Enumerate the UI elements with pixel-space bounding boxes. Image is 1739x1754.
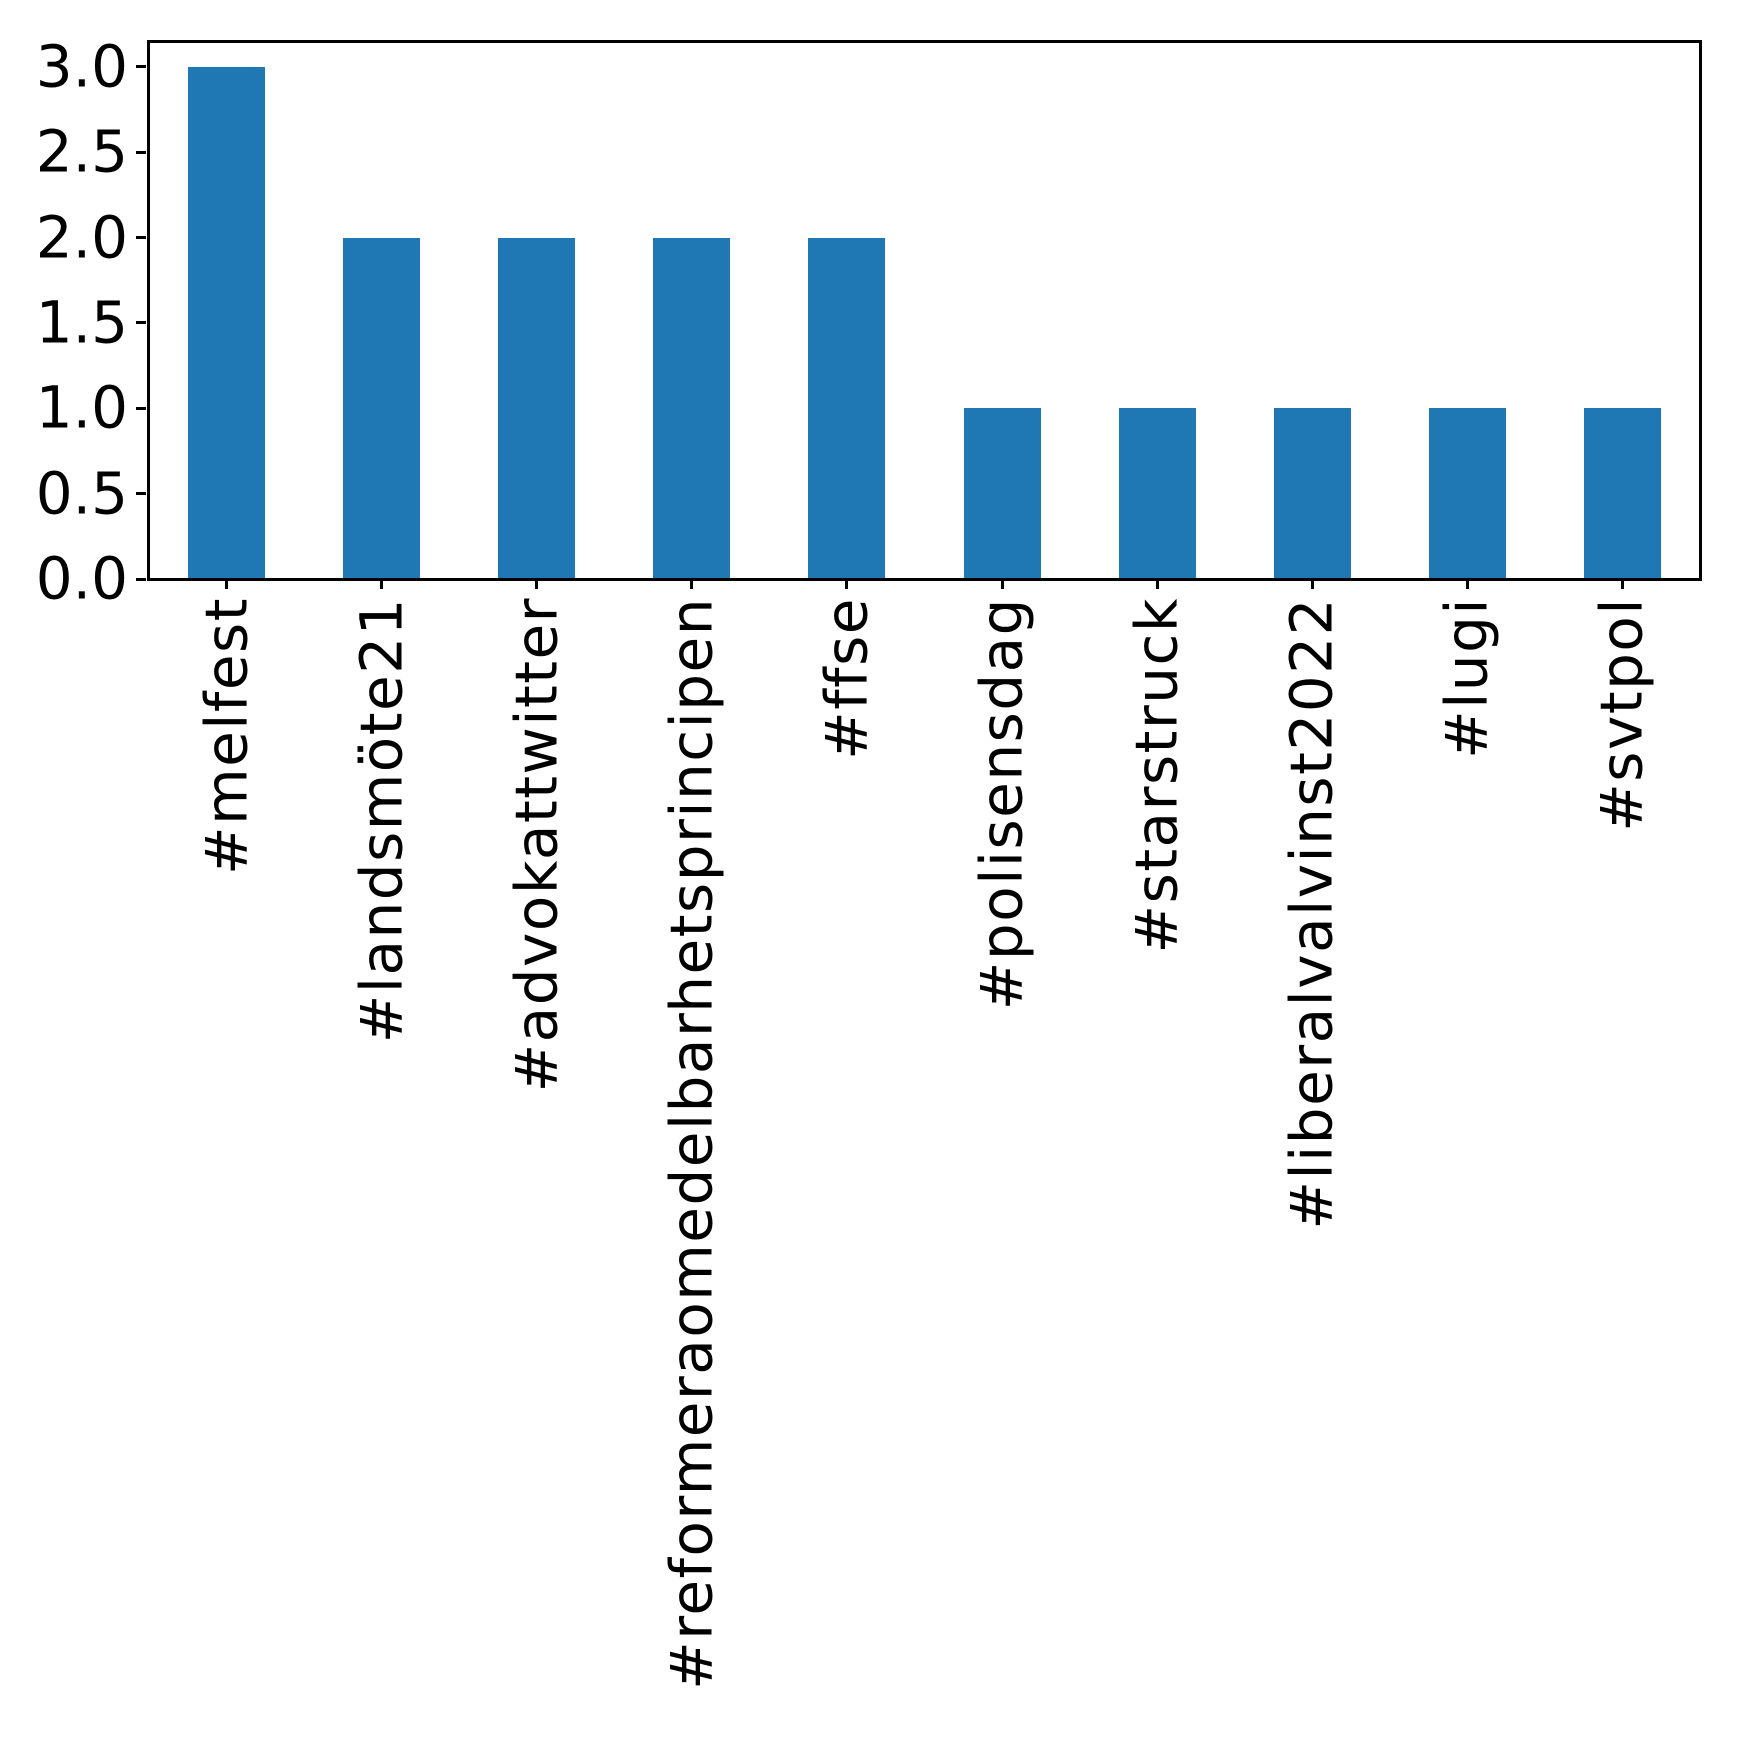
x-tick-mark <box>1000 579 1004 589</box>
x-tick-label: #liberalvalvinst2022 <box>1277 597 1346 1230</box>
bar-reformeraomedelbarhetsprincipen <box>653 237 731 579</box>
y-tick-mark <box>136 321 146 325</box>
bar-polisensdag <box>963 408 1041 579</box>
x-tick-mark <box>1620 579 1624 589</box>
bar-starstruck <box>1118 408 1196 579</box>
y-tick-label: 0.0 <box>35 544 128 613</box>
y-tick-label: 0.5 <box>35 459 128 528</box>
x-tick-mark <box>380 579 384 589</box>
bar-ffse <box>808 237 886 579</box>
x-tick-mark <box>1310 579 1314 589</box>
plot-area: #melfest #landsmöte21 #advokattwitter #refo… <box>36 36 1702 1690</box>
y-tick-label: 1.5 <box>35 288 128 357</box>
x-tick-label: #landsmöte21 <box>347 597 416 1044</box>
bar-melfest <box>188 66 266 579</box>
y-tick-mark <box>136 236 146 240</box>
y-tick-label: 2.5 <box>35 117 128 186</box>
x-tick-label: #lugi <box>1432 597 1501 759</box>
x-tick-label: #starstruck <box>1122 597 1191 954</box>
y-tick-mark <box>136 65 146 69</box>
bar-advokattwitter <box>498 237 576 579</box>
x-tick-mark <box>1155 579 1159 589</box>
x-tick-label: #ffse <box>812 597 881 760</box>
y-tick-mark <box>136 406 146 410</box>
x-tick-mark <box>690 579 694 589</box>
y-tick-mark <box>136 492 146 496</box>
bar-landsmöte21 <box>343 237 421 579</box>
x-tick-mark <box>1465 579 1469 589</box>
x-tick-label: #advokattwitter <box>502 597 571 1093</box>
x-tick-label: #reformeraomedelbarhetsprincipen <box>657 597 726 1690</box>
x-tick-mark <box>845 579 849 589</box>
y-tick-mark <box>136 577 146 581</box>
y-tick-label: 3.0 <box>35 32 128 101</box>
bar-lugi <box>1428 408 1506 579</box>
bar-svtpol <box>1583 408 1661 579</box>
y-tick-label: 2.0 <box>35 203 128 272</box>
x-tick-mark <box>225 579 229 589</box>
bar-liberalvalvinst2022 <box>1273 408 1351 579</box>
x-tick-mark <box>535 579 539 589</box>
y-tick-label: 1.0 <box>35 373 128 442</box>
x-tick-label: #svtpol <box>1587 597 1656 832</box>
x-tick-label: #melfest <box>192 597 261 875</box>
x-tick-label: #polisensdag <box>967 597 1036 1011</box>
y-tick-mark <box>136 150 146 154</box>
